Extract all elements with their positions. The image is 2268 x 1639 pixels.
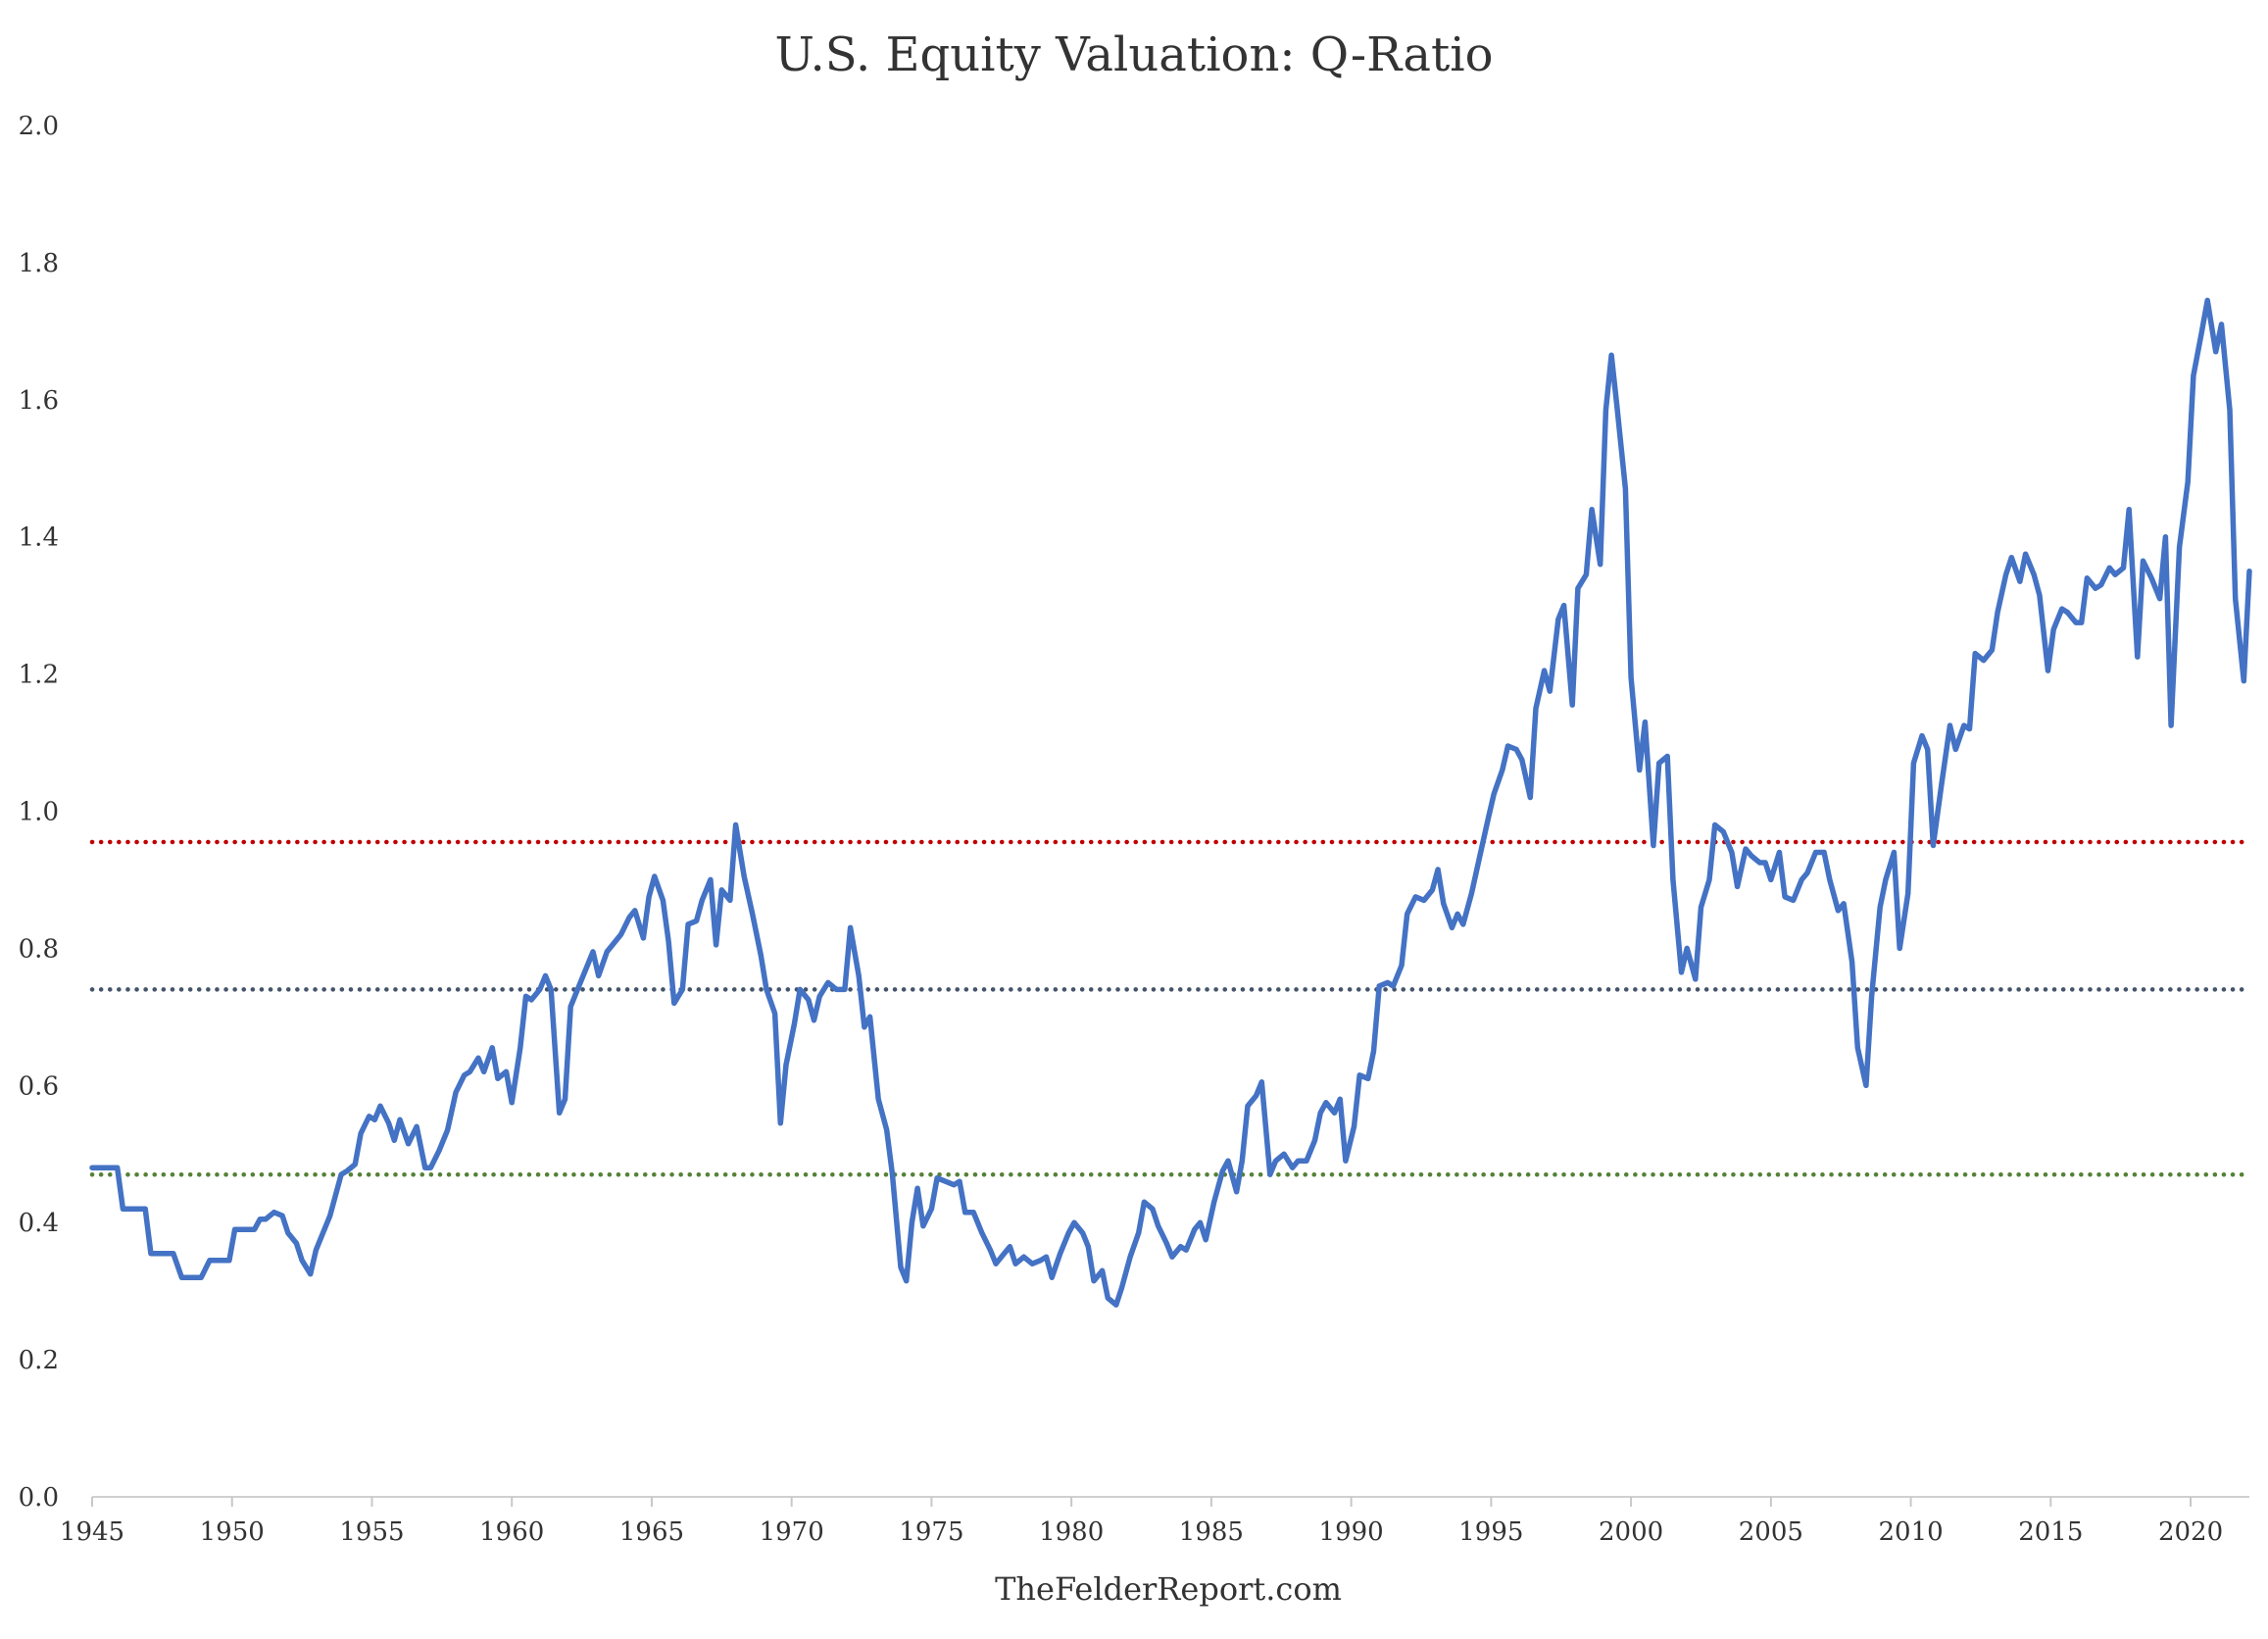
x-tick-label: 1955 [339,1517,404,1547]
x-tick-label: 2020 [2158,1517,2223,1547]
x-tick-label: 1950 [200,1517,265,1547]
y-tick-label: 1.8 [19,249,59,278]
y-tick-label: 0.0 [19,1483,59,1513]
x-tick-label: 1985 [1179,1517,1244,1547]
x-axis-label: TheFelderReport.com [995,1570,1342,1608]
x-tick-label: 2000 [1599,1517,1663,1547]
x-tick-label: 1970 [760,1517,824,1547]
y-tick-label: 1.4 [19,523,59,553]
y-tick-label: 0.2 [19,1346,59,1375]
series-layer [89,297,2252,1308]
x-tick-label: 2015 [2018,1517,2083,1547]
x-axis: 1945 1950 1955 1960 1965 1970 1975 1980 1985 1990… [60,1497,2223,1547]
x-tick-label: 1980 [1039,1517,1104,1547]
x-tick-label: 1965 [619,1517,684,1547]
x-tick-label: 1990 [1319,1517,1384,1547]
x-tick-label: 2005 [1739,1517,1803,1547]
reference-lines [89,839,2252,1177]
y-tick-label: 1.2 [19,661,59,690]
y-tick-label: 2.0 [19,112,59,141]
x-tick-label: 1945 [60,1517,124,1547]
x-tick-label: 1975 [899,1517,963,1547]
y-tick-label: 1.6 [19,386,59,416]
x-tick-label: 2010 [1878,1517,1943,1547]
x-tick-label: 1995 [1458,1517,1523,1547]
chart-title: U.S. Equity Valuation: Q-Ratio [774,27,1493,82]
y-tick-label: 0.8 [19,934,59,964]
y-tick-label: 0.4 [19,1209,59,1238]
y-tick-label: 1.0 [19,798,59,827]
y-axis: 0.0 0.2 0.4 0.6 0.8 1.0 1.2 1.4 1.6 1.8 2.0 [19,112,59,1513]
y-tick-label: 0.6 [19,1071,59,1101]
x-tick-label: 1960 [479,1517,544,1547]
series-line-q-ratio [89,297,2252,1308]
